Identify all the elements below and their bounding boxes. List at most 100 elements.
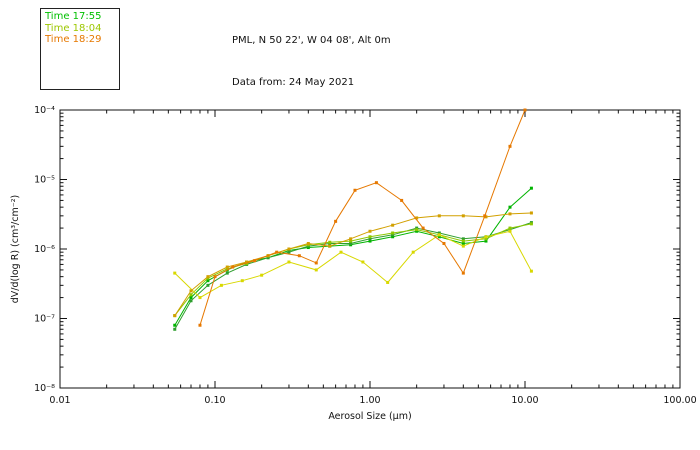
series-marker-5: [353, 188, 357, 192]
x-tick-label: 0.10: [204, 395, 225, 406]
series-marker-1: [391, 233, 395, 237]
series-marker-1: [349, 241, 353, 245]
plot-title: PML, N 50 22', W 04 08', Alt 0m: [232, 35, 391, 46]
plot-header: PML, N 50 22', W 04 08', Alt 0m Data fro…: [232, 6, 391, 118]
series-marker-1: [266, 256, 270, 260]
series-marker-2: [415, 228, 419, 232]
series-marker-3: [240, 279, 244, 283]
y-tick-label: 10⁻⁵: [34, 175, 55, 186]
series-marker-1: [508, 228, 512, 232]
series-marker-4: [245, 260, 249, 264]
series-marker-4: [306, 241, 310, 245]
series-marker-2: [529, 222, 533, 226]
series-marker-3: [339, 250, 343, 254]
y-tick-label: 10⁻⁶: [34, 244, 55, 255]
series-marker-4: [415, 216, 419, 220]
series-marker-3: [411, 250, 415, 254]
series-marker-2: [391, 231, 395, 235]
series-marker-4: [529, 211, 533, 215]
series-marker-3: [484, 235, 488, 239]
series-marker-2: [368, 235, 372, 239]
series-marker-5: [334, 219, 338, 223]
plot-frame: [59, 109, 681, 389]
series-marker-3: [461, 244, 465, 248]
series-line-2: [174, 223, 532, 316]
series-marker-5: [231, 265, 235, 269]
series-marker-3: [260, 273, 264, 277]
x-tick-label: 10.00: [511, 395, 538, 406]
series-marker-0: [189, 296, 193, 300]
series-marker-3: [173, 271, 177, 275]
legend-box: Time 17:55 Time 18:04 Time 18:29: [40, 8, 120, 90]
x-tick-label: 0.01: [49, 395, 70, 406]
series-marker-0: [508, 205, 512, 209]
series-marker-4: [437, 214, 441, 218]
series-marker-1: [461, 237, 465, 241]
series-line-5: [199, 109, 526, 326]
series-marker-4: [349, 237, 353, 241]
y-tick-label: 10⁻⁸: [34, 383, 55, 394]
series-marker-5: [374, 181, 378, 185]
series-marker-5: [253, 259, 257, 263]
legend-item-2: Time 18:29: [45, 34, 102, 45]
series-marker-2: [349, 239, 353, 243]
series-marker-2: [189, 293, 193, 297]
legend-item-0: Time 17:55: [45, 11, 102, 22]
series-marker-4: [206, 275, 210, 279]
legend-item-1: Time 18:04: [45, 22, 102, 34]
series-marker-3: [287, 260, 291, 264]
series-marker-5: [421, 226, 425, 230]
series-marker-4: [508, 212, 512, 216]
series-marker-0: [173, 323, 177, 327]
series-marker-5: [213, 275, 217, 279]
y-tick-label: 10⁻⁴: [34, 105, 55, 116]
series-marker-3: [198, 296, 202, 300]
series-marker-5: [461, 271, 465, 275]
series-marker-1: [368, 237, 372, 241]
series-marker-1: [225, 271, 229, 275]
x-axis-title: Aerosol Size (μm): [328, 411, 411, 422]
series-marker-5: [508, 144, 512, 148]
series-marker-0: [437, 235, 441, 239]
series-marker-0: [415, 229, 419, 233]
series-marker-2: [206, 276, 210, 280]
series-marker-3: [386, 280, 390, 284]
series-marker-0: [461, 241, 465, 245]
series-marker-5: [314, 261, 318, 265]
series-marker-4: [287, 247, 291, 251]
series-marker-3: [219, 283, 223, 287]
series-marker-2: [484, 237, 488, 241]
series-marker-3: [437, 233, 441, 237]
series-marker-3: [361, 260, 365, 264]
series-marker-1: [189, 299, 193, 303]
y-tick-label: 10⁻⁷: [34, 314, 55, 325]
series-marker-3: [508, 229, 512, 233]
series-line-4: [174, 212, 532, 316]
series-marker-1: [206, 283, 210, 287]
series-marker-4: [461, 214, 465, 218]
series-line-1: [174, 222, 532, 330]
series-marker-4: [189, 289, 193, 293]
series-marker-4: [368, 229, 372, 233]
series-marker-5: [523, 108, 527, 112]
series-marker-4: [391, 223, 395, 227]
series-marker-3: [314, 268, 318, 272]
series-marker-5: [297, 254, 301, 258]
series-marker-1: [415, 226, 419, 230]
series-line-0: [174, 187, 532, 326]
series-marker-0: [484, 239, 488, 243]
series-marker-0: [529, 186, 533, 190]
x-tick-label: 100.00: [663, 395, 696, 406]
y-axis-title: dV/d(log R) (cm³/cm⁻²): [10, 195, 21, 304]
series-marker-4: [328, 244, 332, 248]
series-marker-1: [287, 250, 291, 254]
series-marker-0: [206, 279, 210, 283]
series-marker-5: [198, 323, 202, 327]
series-marker-2: [328, 240, 332, 244]
series-marker-2: [225, 267, 229, 271]
x-tick-label: 1.00: [359, 395, 380, 406]
series-marker-5: [275, 250, 279, 254]
series-marker-0: [287, 249, 291, 253]
